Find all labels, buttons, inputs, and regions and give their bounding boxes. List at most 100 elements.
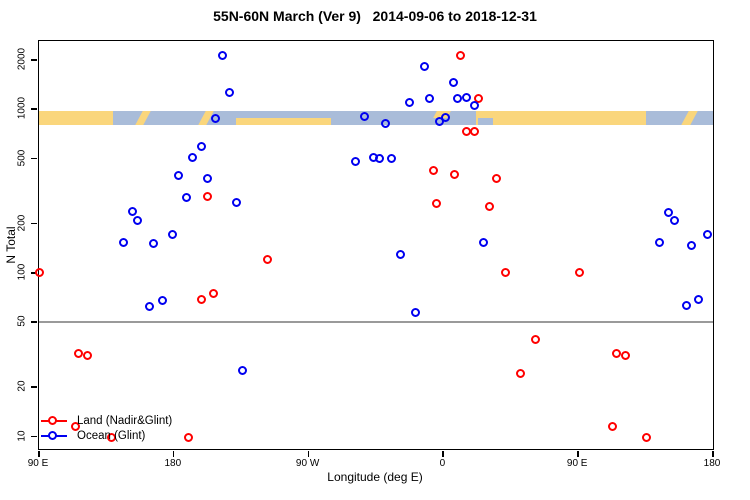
- reference-line-50: [39, 321, 713, 324]
- data-point-ocean: [686, 240, 696, 250]
- data-point-ocean: [158, 296, 168, 306]
- x-tick-label: 90 W: [295, 458, 320, 469]
- data-point-ocean: [469, 101, 479, 111]
- legend-label-ocean: Ocean (Glint): [77, 429, 146, 442]
- data-point-ocean: [237, 366, 247, 376]
- data-point-ocean: [351, 157, 361, 167]
- data-point-ocean: [655, 238, 665, 248]
- data-point-ocean: [231, 197, 241, 207]
- data-point-ocean: [210, 114, 220, 124]
- x-tick-mark: [172, 451, 175, 457]
- data-point-land: [531, 334, 541, 344]
- data-point-ocean: [703, 230, 713, 240]
- data-point-ocean: [682, 300, 692, 310]
- y-tick-mark: [31, 435, 37, 438]
- x-tick-label: 0: [439, 458, 446, 469]
- data-point-ocean: [188, 153, 198, 163]
- data-point-land: [263, 254, 273, 264]
- y-tick-label: 20: [16, 380, 28, 392]
- data-point-ocean: [420, 62, 430, 72]
- data-point-ocean: [218, 51, 228, 61]
- data-point-ocean: [670, 216, 680, 226]
- data-point-ocean: [448, 77, 458, 87]
- y-tick-mark: [31, 108, 37, 110]
- data-point-land: [74, 348, 84, 358]
- data-point-ocean: [128, 206, 138, 216]
- data-point-land: [621, 351, 631, 361]
- data-point-ocean: [375, 154, 385, 164]
- x-tick-label: 90 E: [27, 458, 49, 469]
- y-tick-label: 100: [16, 263, 28, 281]
- x-tick-mark: [712, 451, 714, 457]
- data-point-land: [516, 369, 526, 379]
- plot-area: Land (Nadir&Glint) Ocean (Glint): [35, 40, 714, 450]
- data-point-ocean: [462, 93, 472, 103]
- y-tick-mark: [31, 157, 37, 160]
- data-point-land: [83, 351, 93, 361]
- data-point-ocean: [411, 307, 421, 317]
- data-point-ocean: [424, 94, 434, 104]
- data-point-land: [641, 433, 651, 443]
- ocean-segment: [646, 111, 713, 125]
- y-tick-label: 10: [16, 430, 28, 442]
- data-point-land: [492, 173, 502, 183]
- data-point-land: [432, 198, 442, 208]
- open-circle-icon: [48, 415, 57, 425]
- x-tick-label: 180: [703, 458, 721, 469]
- y-tick-mark: [31, 386, 37, 388]
- data-point-ocean: [167, 230, 177, 240]
- data-point-land: [197, 295, 207, 305]
- data-point-ocean: [173, 171, 183, 181]
- ocean-segment: [331, 111, 476, 125]
- x-tick-mark: [577, 451, 579, 457]
- data-point-ocean: [664, 207, 674, 217]
- data-point-land: [183, 433, 193, 443]
- data-point-ocean: [182, 192, 192, 202]
- y-tick-mark: [31, 321, 37, 323]
- data-point-land: [203, 191, 213, 201]
- legend-marker-land: [41, 413, 71, 428]
- x-tick-label: 90 E: [566, 458, 588, 469]
- data-point-ocean: [224, 88, 234, 98]
- data-point-ocean: [203, 173, 213, 183]
- data-point-land: [607, 421, 617, 431]
- data-point-ocean: [144, 301, 154, 311]
- data-point-ocean: [694, 295, 704, 305]
- x-tick-mark: [442, 451, 444, 457]
- data-point-ocean: [435, 117, 445, 127]
- data-point-ocean: [132, 216, 142, 226]
- data-point-land: [429, 165, 439, 175]
- data-point-land: [474, 94, 484, 104]
- y-tick-mark: [31, 59, 37, 61]
- data-point-land: [469, 126, 479, 136]
- coastline-map-band: [39, 111, 713, 125]
- y-tick-mark: [31, 272, 37, 274]
- legend: Land (Nadir&Glint) Ocean (Glint): [41, 413, 172, 443]
- y-tick-label: 50: [16, 315, 28, 327]
- x-axis-title: Longitude (deg E): [327, 470, 423, 484]
- data-point-ocean: [197, 141, 207, 151]
- data-point-ocean: [396, 250, 406, 260]
- data-point-land: [209, 289, 219, 299]
- x-tick-mark: [307, 451, 310, 457]
- data-point-ocean: [405, 98, 415, 108]
- data-point-land: [107, 433, 117, 443]
- data-point-land: [501, 267, 511, 277]
- data-point-ocean: [453, 94, 463, 104]
- y-tick-label: 1000: [16, 97, 28, 120]
- y-tick-label: 500: [16, 149, 28, 166]
- chart-title: 55N-60N March (Ver 9) 2014-09-06 to 2018…: [213, 8, 537, 24]
- y-tick-label: 200: [16, 214, 28, 232]
- data-point-ocean: [360, 112, 370, 122]
- data-point-ocean: [387, 154, 397, 164]
- data-point-ocean: [478, 237, 488, 247]
- x-tick-mark: [38, 451, 40, 457]
- legend-label-land: Land (Nadir&Glint): [77, 414, 173, 427]
- legend-item-ocean: Ocean (Glint): [41, 428, 172, 443]
- data-point-ocean: [149, 239, 159, 249]
- data-point-land: [35, 267, 45, 277]
- data-point-ocean: [119, 238, 129, 248]
- data-point-land: [612, 348, 622, 358]
- ocean-segment: [478, 118, 493, 125]
